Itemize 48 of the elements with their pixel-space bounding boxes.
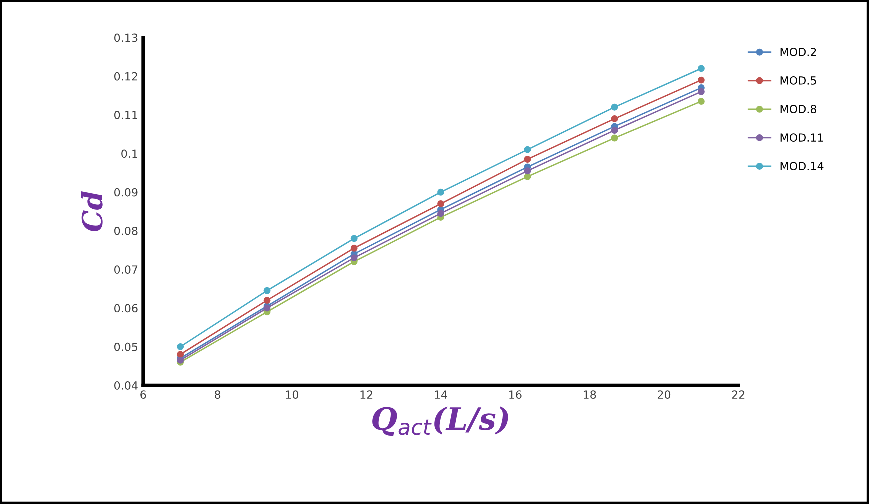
x-tick-label: 6 [140, 390, 146, 400]
y-tick-label: 0.06 [114, 304, 138, 313]
point [438, 200, 444, 208]
y-tick-label: 0.07 [114, 266, 138, 274]
point [611, 134, 618, 142]
x-tick-label: 14 [435, 390, 448, 399]
point [698, 88, 705, 96]
point [350, 235, 358, 242]
y-tick-label: 0.11 [114, 111, 138, 120]
point [698, 76, 705, 84]
y-tick-label: 0.08 [114, 226, 138, 236]
point [177, 351, 184, 358]
y-tick-label: 0.13 [114, 34, 138, 42]
x-tick-label: 16 [510, 390, 522, 400]
point [350, 254, 358, 262]
point [698, 65, 705, 72]
point [438, 210, 444, 218]
point [177, 343, 184, 350]
y-tick-label: 0.12 [114, 72, 138, 81]
y-tick-label: 0.1 [122, 150, 138, 158]
point [524, 146, 532, 154]
x-tick-label: 22 [732, 390, 745, 399]
point [698, 98, 705, 106]
point [264, 287, 271, 294]
y-tick-label: 0.05 [114, 342, 138, 352]
y-axis-title: Cd [81, 192, 103, 232]
point [611, 115, 618, 122]
point [611, 127, 618, 134]
legend-label: MOD.5 [780, 76, 816, 85]
point [438, 188, 444, 196]
legend-label: MOD.2 [780, 48, 816, 56]
y-tick-label: 0.04 [114, 382, 138, 390]
point [350, 244, 358, 252]
x-tick-label: 12 [360, 390, 373, 399]
x-tick-label: 10 [286, 390, 299, 400]
point [611, 104, 618, 111]
point [524, 173, 532, 180]
point [524, 156, 532, 163]
legend-label: MOD.11 [780, 134, 824, 142]
legend-label: MOD.14 [780, 162, 824, 171]
point [524, 168, 532, 175]
x-tick-label: 8 [215, 390, 221, 400]
y-tick-label: 0.09 [114, 188, 138, 197]
point [264, 297, 271, 304]
legend-label: MOD.8 [780, 105, 816, 114]
x-axis-title: Q$_{act}$(L/s) [372, 406, 508, 436]
x-tick-label: 18 [584, 390, 596, 400]
x-tick-label: 20 [658, 390, 671, 400]
